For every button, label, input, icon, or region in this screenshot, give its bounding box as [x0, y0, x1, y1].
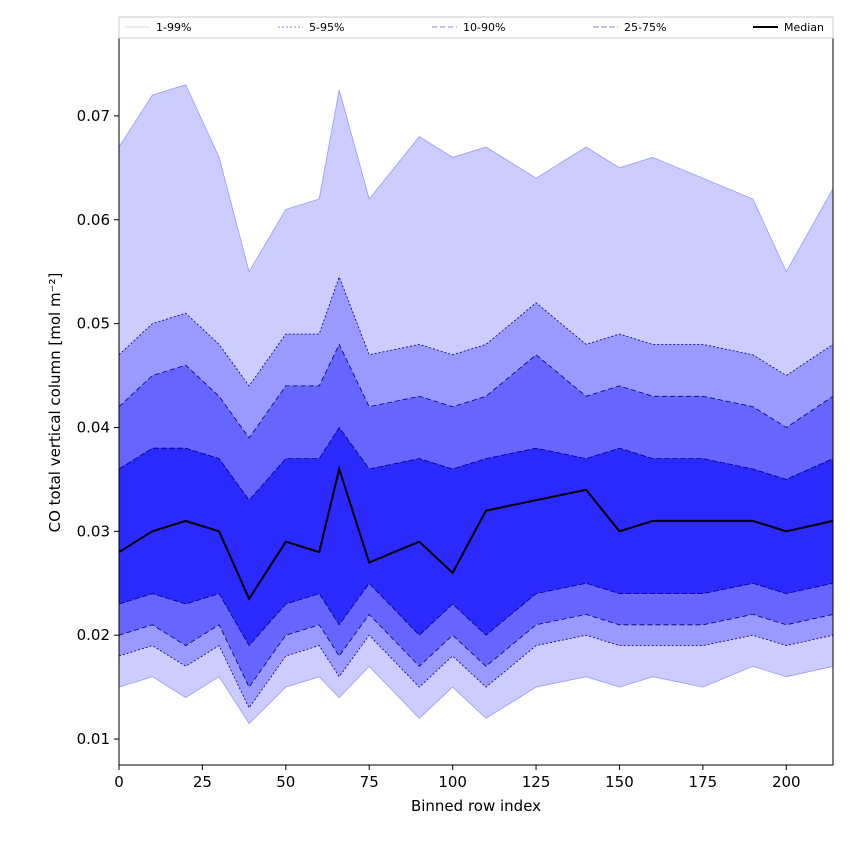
- y-tick-label: 0.01: [77, 730, 110, 748]
- legend: 1-99% 5-95% 10-90% 25-75% Median: [118, 16, 834, 39]
- legend-box: [118, 16, 834, 39]
- x-tick-label: 50: [276, 773, 295, 791]
- band-1-99%-lower-line: [118, 665, 834, 725]
- x-axis: 0 25 50 75 100 125 150 175 200: [114, 765, 801, 791]
- x-tick-label: 150: [605, 773, 634, 791]
- legend-label: 10-90%: [463, 21, 505, 34]
- x-tick-label: 25: [193, 773, 212, 791]
- legend-item-Median: Median: [753, 21, 824, 34]
- x-tick-label: 200: [772, 773, 801, 791]
- band-5-95%-lower-line: [118, 634, 834, 709]
- band-10-90%-lower-line: [118, 613, 834, 688]
- band-1-99%-upper-line: [118, 84, 834, 273]
- band-25-75%-area: [119, 427, 833, 646]
- band-25-75%-upper-line: [118, 426, 834, 501]
- y-tick-label: 0.02: [77, 626, 110, 644]
- x-axis-label: Binned row index: [411, 797, 541, 815]
- y-tick-label: 0.05: [77, 315, 110, 333]
- y-tick-label: 0.06: [77, 211, 110, 229]
- percentile-bands: [118, 84, 834, 725]
- median-series: [118, 465, 834, 601]
- x-tick-label: 125: [522, 773, 551, 791]
- band-10-90%-upper-line: [118, 343, 834, 439]
- legend-item-25-75%: 25-75%: [593, 21, 666, 34]
- band-25-75%-lower-line: [118, 582, 834, 647]
- y-tick-label: 0.04: [77, 418, 110, 436]
- x-tick-label: 0: [114, 773, 124, 791]
- x-tick-label: 75: [360, 773, 379, 791]
- median-line: [118, 465, 834, 601]
- x-tick-label: 175: [689, 773, 718, 791]
- legend-label: 1-99%: [156, 21, 191, 34]
- y-axis: 0.01 0.02 0.03 0.04 0.05 0.06 0.07: [77, 107, 119, 748]
- legend-label: 5-95%: [309, 21, 344, 34]
- legend-label: Median: [784, 21, 824, 34]
- legend-item-10-90%: 10-90%: [432, 21, 505, 34]
- x-tick-label: 100: [438, 773, 467, 791]
- y-axis-label: CO total vertical column [mol m⁻²]: [46, 273, 64, 533]
- y-tick-label: 0.07: [77, 107, 110, 125]
- band-5-95%-upper-line: [118, 275, 834, 387]
- legend-item-1-99%: 1-99%: [125, 21, 191, 34]
- legend-label: 25-75%: [624, 21, 666, 34]
- y-tick-label: 0.03: [77, 522, 110, 540]
- legend-item-5-95%: 5-95%: [278, 21, 344, 34]
